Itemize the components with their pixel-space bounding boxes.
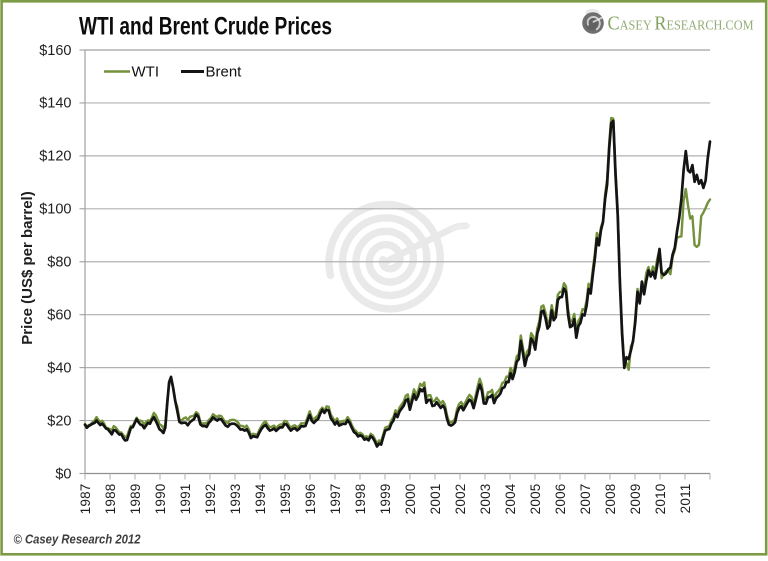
svg-text:1993: 1993 (228, 484, 243, 515)
svg-text:1989: 1989 (128, 484, 143, 515)
svg-text:2000: 2000 (403, 484, 418, 515)
svg-text:$80: $80 (47, 255, 71, 271)
svg-text:$140: $140 (39, 96, 71, 112)
svg-text:CASEY RESEARCH.COM: CASEY RESEARCH.COM (608, 13, 754, 35)
svg-text:© Casey Research 2012: © Casey Research 2012 (14, 532, 142, 547)
svg-text:1988: 1988 (103, 484, 118, 515)
svg-text:2007: 2007 (578, 484, 593, 515)
svg-text:2008: 2008 (603, 484, 618, 515)
svg-text:2011: 2011 (678, 484, 693, 514)
svg-text:1991: 1991 (178, 484, 193, 515)
svg-text:2004: 2004 (503, 483, 518, 514)
svg-text:WTI and Brent Crude Prices: WTI and Brent Crude Prices (79, 13, 332, 41)
svg-text:2005: 2005 (528, 484, 543, 515)
svg-text:1999: 1999 (378, 484, 393, 515)
svg-text:$160: $160 (39, 43, 71, 59)
svg-text:1995: 1995 (278, 484, 293, 515)
svg-text:2009: 2009 (628, 484, 643, 515)
svg-text:Brent: Brent (206, 64, 243, 81)
svg-text:WTI: WTI (132, 64, 160, 81)
svg-text:$20: $20 (47, 413, 71, 429)
svg-text:1987: 1987 (78, 484, 93, 515)
svg-text:$60: $60 (47, 307, 71, 323)
svg-text:2002: 2002 (453, 484, 468, 515)
svg-text:2003: 2003 (478, 484, 493, 515)
svg-text:Price (US$ per barrel): Price (US$ per barrel) (19, 191, 36, 344)
svg-text:1990: 1990 (153, 484, 168, 515)
svg-text:1997: 1997 (328, 484, 343, 515)
svg-text:2010: 2010 (653, 484, 668, 515)
svg-text:1996: 1996 (303, 484, 318, 515)
svg-text:$0: $0 (55, 466, 71, 482)
svg-text:2006: 2006 (553, 484, 568, 515)
svg-text:2001: 2001 (428, 484, 443, 515)
svg-text:$100: $100 (39, 202, 71, 218)
svg-text:1992: 1992 (203, 484, 218, 515)
svg-text:1998: 1998 (353, 484, 368, 515)
svg-text:$120: $120 (39, 149, 71, 165)
svg-text:$40: $40 (47, 360, 71, 376)
svg-text:1994: 1994 (253, 483, 268, 514)
